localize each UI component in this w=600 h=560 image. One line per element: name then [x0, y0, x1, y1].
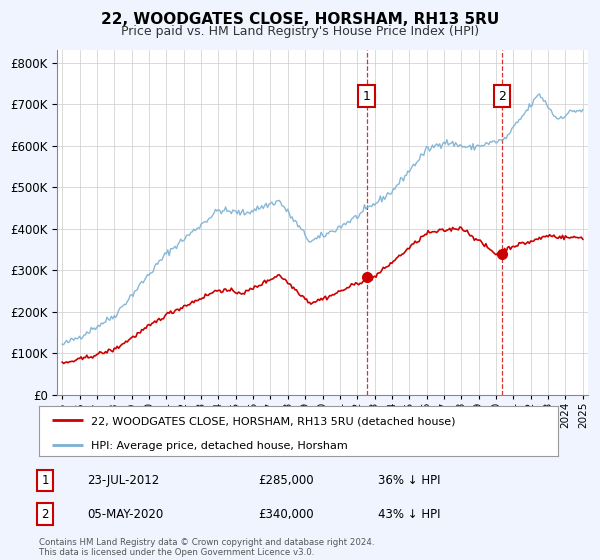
Text: 22, WOODGATES CLOSE, HORSHAM, RH13 5RU (detached house): 22, WOODGATES CLOSE, HORSHAM, RH13 5RU (… [91, 416, 455, 426]
Text: Price paid vs. HM Land Registry's House Price Index (HPI): Price paid vs. HM Land Registry's House … [121, 25, 479, 38]
Text: 22, WOODGATES CLOSE, HORSHAM, RH13 5RU: 22, WOODGATES CLOSE, HORSHAM, RH13 5RU [101, 12, 499, 27]
Text: 1: 1 [363, 90, 371, 102]
Text: Contains HM Land Registry data © Crown copyright and database right 2024.
This d: Contains HM Land Registry data © Crown c… [39, 538, 374, 557]
Text: 2: 2 [498, 90, 506, 102]
Text: HPI: Average price, detached house, Horsham: HPI: Average price, detached house, Hors… [91, 441, 347, 451]
Text: £340,000: £340,000 [258, 507, 314, 521]
Text: 05-MAY-2020: 05-MAY-2020 [87, 507, 163, 521]
Text: 43% ↓ HPI: 43% ↓ HPI [378, 507, 440, 521]
Text: 23-JUL-2012: 23-JUL-2012 [87, 474, 159, 487]
Text: 36% ↓ HPI: 36% ↓ HPI [378, 474, 440, 487]
Text: 1: 1 [41, 474, 49, 487]
Text: 2: 2 [41, 507, 49, 521]
Text: £285,000: £285,000 [258, 474, 314, 487]
